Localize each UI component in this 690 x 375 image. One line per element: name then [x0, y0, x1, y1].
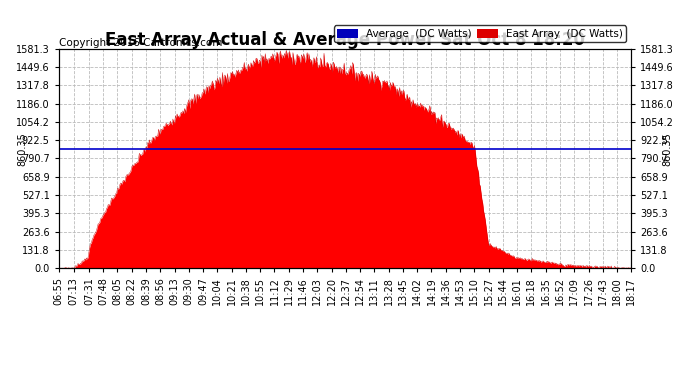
Text: 860.35: 860.35 — [17, 132, 27, 166]
Legend: Average  (DC Watts), East Array  (DC Watts): Average (DC Watts), East Array (DC Watts… — [334, 26, 626, 42]
Text: Copyright 2016 Cartronics.com: Copyright 2016 Cartronics.com — [59, 38, 223, 48]
Text: 860.35: 860.35 — [663, 132, 673, 166]
Title: East Array Actual & Average Power Sat Oct 8 18:20: East Array Actual & Average Power Sat Oc… — [105, 31, 585, 49]
